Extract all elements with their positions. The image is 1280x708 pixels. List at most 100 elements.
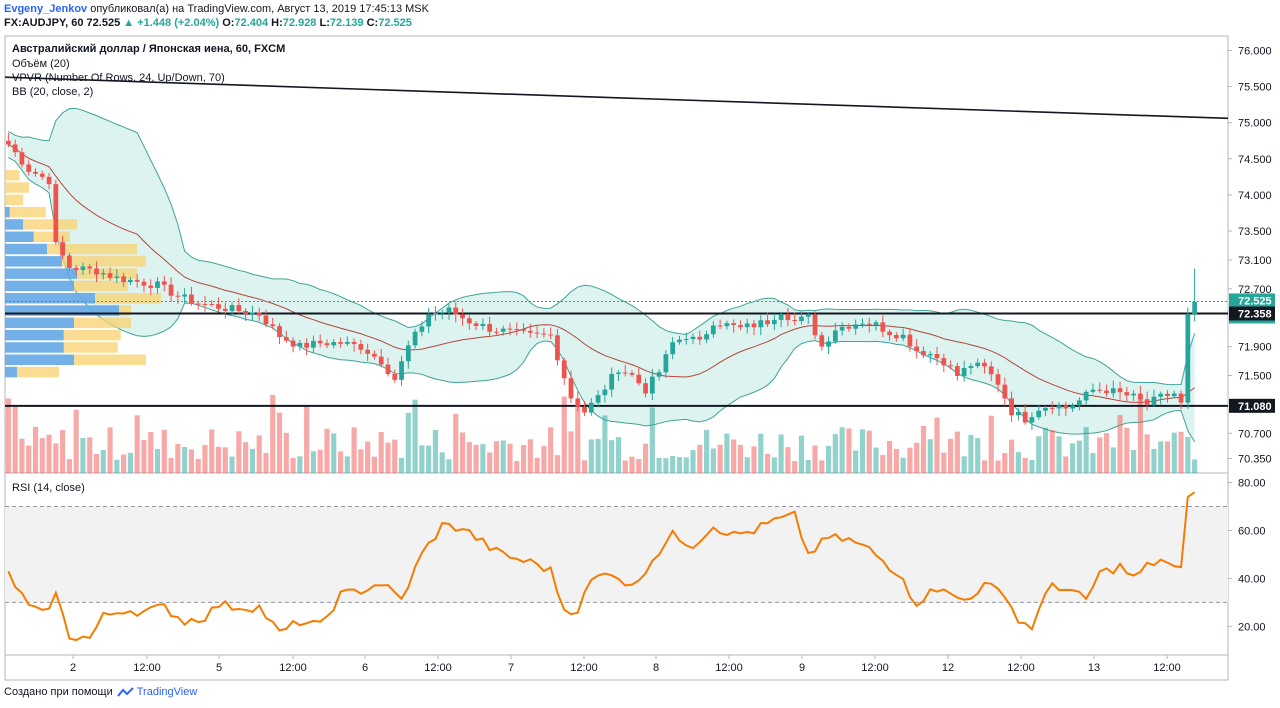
- volume-bar: [358, 449, 364, 473]
- rsi-legend: RSI (14, close): [12, 482, 85, 494]
- volume-bar: [948, 438, 954, 473]
- volume-bar: [1097, 437, 1103, 473]
- candle: [446, 307, 452, 313]
- volume-bar: [222, 447, 228, 473]
- volume-bar: [439, 452, 445, 473]
- candle: [297, 342, 303, 347]
- candle: [399, 361, 404, 380]
- candle: [1009, 398, 1014, 416]
- volume-bar: [771, 457, 777, 473]
- price-pane: [5, 76, 1228, 473]
- candle: [588, 402, 594, 413]
- candle: [1138, 393, 1143, 400]
- time-tick-label: 5: [216, 662, 222, 674]
- legend-volume: Объём (20): [12, 58, 70, 70]
- volume-profile-bar-down: [5, 182, 29, 193]
- volume-bar: [168, 458, 174, 473]
- price-tick-label: 72.700: [1238, 284, 1272, 296]
- volume-bar: [1049, 430, 1055, 473]
- volume-profile-bar-down: [33, 231, 70, 242]
- volume-bar: [324, 428, 330, 473]
- volume-bar: [1022, 457, 1028, 473]
- volume-bar: [398, 457, 405, 473]
- candle: [270, 324, 276, 327]
- candle: [324, 343, 330, 346]
- volume-bar: [66, 459, 72, 473]
- price-tick-label: 74.000: [1238, 190, 1272, 202]
- volume-bar: [853, 450, 859, 473]
- price-tick-label: 70.700: [1238, 428, 1272, 440]
- candle: [758, 320, 764, 328]
- rsi-pane: [5, 491, 1228, 642]
- volume-bar: [263, 452, 269, 473]
- volume-bar: [554, 455, 561, 473]
- candle: [616, 372, 621, 374]
- rsi-line: [7, 491, 1196, 642]
- volume-bar: [209, 429, 215, 473]
- volume-bar: [127, 452, 133, 473]
- candle: [426, 314, 432, 327]
- volume-profile-bar-up: [5, 317, 74, 329]
- volume-bar: [507, 443, 513, 473]
- volume-bar: [256, 435, 262, 473]
- volume-bar: [243, 442, 249, 473]
- volume-bar: [297, 456, 303, 473]
- candle: [466, 318, 472, 324]
- volume-bar: [412, 399, 418, 473]
- volume-profile-bar-up: [5, 329, 64, 341]
- bb-basis-line: [8, 143, 1195, 403]
- volume-bar: [1158, 441, 1164, 473]
- volume-bar: [995, 460, 1001, 473]
- price-label: 72.525: [1238, 295, 1272, 307]
- volume-bar: [87, 437, 93, 473]
- volume-bar: [39, 438, 45, 473]
- price-tick-label: 74.500: [1238, 154, 1272, 166]
- candle: [887, 331, 892, 336]
- symbol-bar: FX:AUDJPY, 60 72.525 ▲ +1.448 (+2.04%) O…: [4, 17, 412, 29]
- candle: [1015, 411, 1021, 416]
- candle: [107, 273, 113, 278]
- candle: [73, 267, 79, 270]
- candle: [392, 373, 398, 380]
- volume-profile-bar-up: [5, 219, 23, 230]
- candle: [500, 328, 506, 332]
- candle: [358, 344, 364, 350]
- volume-profile-bar-down: [74, 280, 128, 292]
- volume-bar: [968, 434, 974, 473]
- candle: [914, 346, 920, 352]
- candle: [921, 351, 926, 356]
- volume-bar: [676, 457, 683, 473]
- volume-bar: [1063, 456, 1069, 473]
- price-label-box: [1229, 398, 1275, 413]
- candle: [53, 184, 59, 243]
- volume-bar: [758, 433, 764, 473]
- candle: [433, 312, 438, 315]
- price-label-box: [1229, 293, 1275, 308]
- candle: [114, 276, 120, 278]
- candle: [710, 325, 716, 335]
- volume-bar: [914, 442, 920, 473]
- volume-bar: [656, 457, 662, 473]
- volume-bar: [1171, 432, 1177, 473]
- candle: [636, 374, 642, 384]
- time-tick-label: 12:00: [1153, 662, 1181, 674]
- candle: [1104, 390, 1109, 394]
- candle: [731, 323, 737, 326]
- author-link[interactable]: Evgeny_Jenkov: [4, 3, 88, 15]
- volume-profile-bar-up: [5, 243, 47, 255]
- volume-bar: [703, 429, 710, 473]
- candle: [1192, 301, 1197, 315]
- volume-bar: [32, 426, 39, 473]
- ohlc-open: 72.404: [234, 17, 269, 29]
- volume-profile-bar-up: [5, 256, 62, 267]
- candle: [1036, 410, 1042, 418]
- volume-bar: [493, 441, 500, 473]
- volume-bar: [934, 417, 940, 473]
- candle: [195, 303, 201, 305]
- volume-bar: [426, 445, 432, 473]
- volume-bar: [385, 442, 391, 473]
- candle: [812, 314, 818, 336]
- tradingview-link[interactable]: TradingView: [116, 686, 197, 698]
- candle: [1070, 405, 1075, 409]
